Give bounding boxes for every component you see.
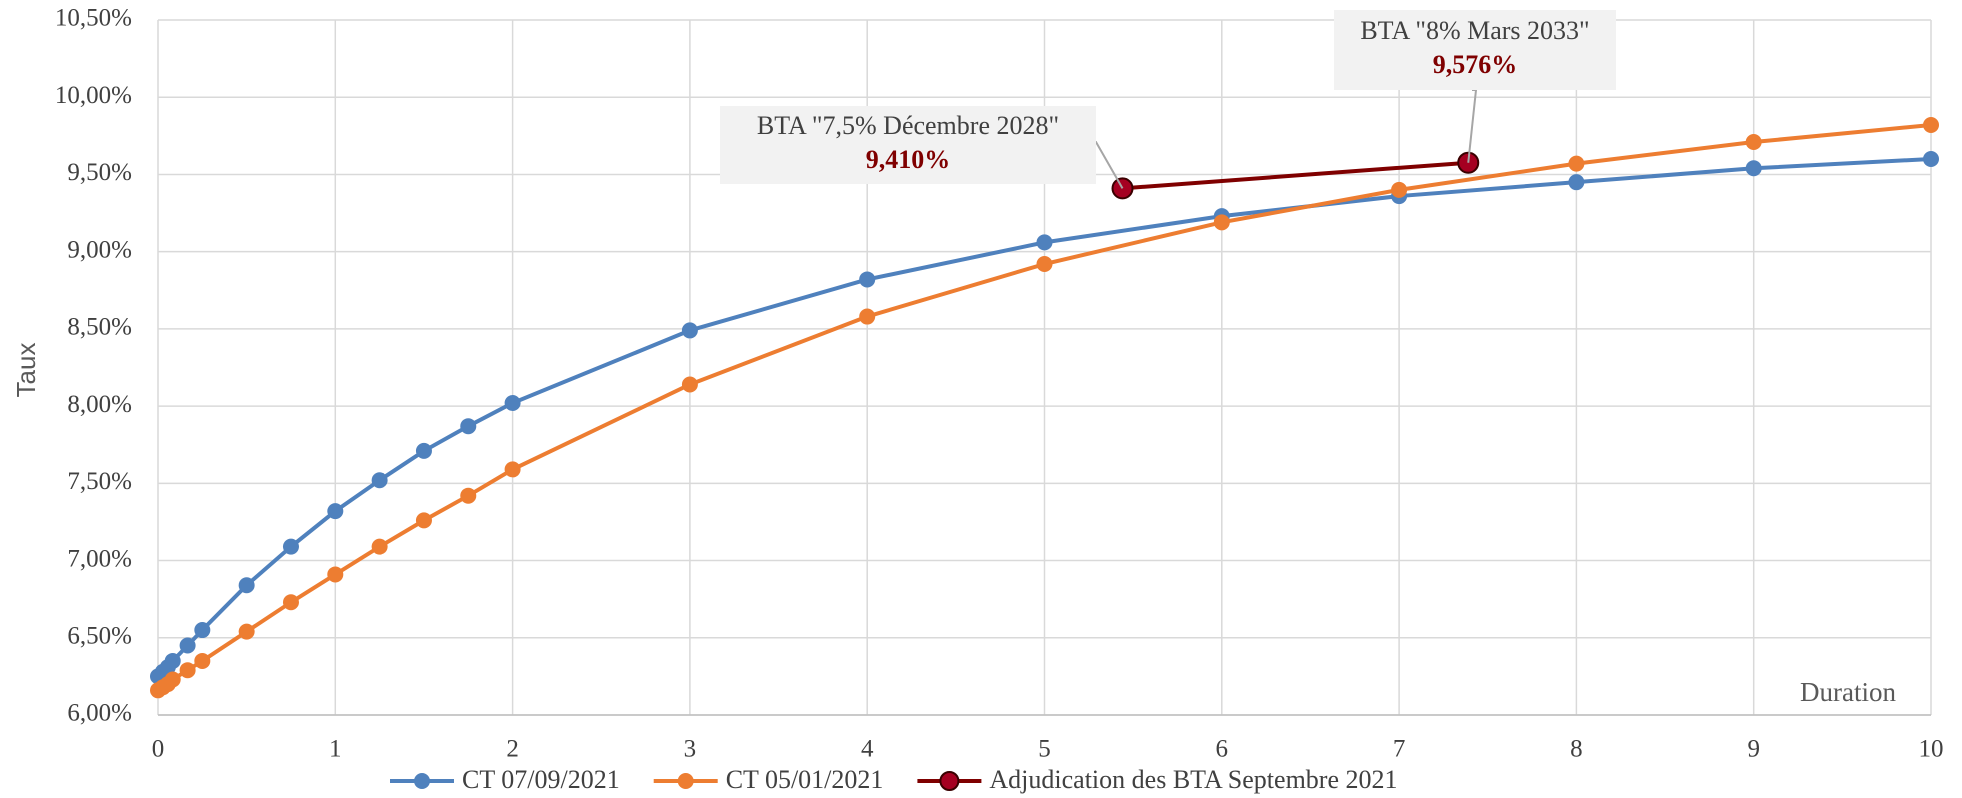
data-point <box>1923 117 1939 134</box>
data-point <box>859 308 876 325</box>
data-point <box>415 442 432 459</box>
callout-box <box>1334 10 1616 90</box>
y-tick-label: 10,50% <box>55 5 132 32</box>
data-point <box>282 594 299 611</box>
x-tick-label: 5 <box>1038 736 1051 763</box>
data-point <box>371 538 388 555</box>
y-tick-label: 7,00% <box>67 545 132 572</box>
data-label: 9,410% <box>866 145 951 174</box>
y-tick-label: 6,00% <box>67 700 132 727</box>
legend-item: CT 07/09/2021 <box>390 765 620 794</box>
data-point <box>1213 214 1230 231</box>
data-point <box>327 566 344 583</box>
data-point <box>504 461 521 478</box>
data-label: 9,576% <box>1433 50 1518 79</box>
data-point <box>681 376 698 393</box>
data-point <box>194 652 211 669</box>
data-point <box>179 662 196 679</box>
legend-label: CT 07/09/2021 <box>462 765 620 794</box>
x-tick-label: 6 <box>1216 736 1229 763</box>
y-tick-label: 6,50% <box>67 623 132 650</box>
x-tick-label: 8 <box>1570 736 1583 763</box>
callout-title: BTA "7,5% Décembre 2028" <box>757 111 1059 140</box>
data-point <box>371 472 388 489</box>
y-axis-label: Taux <box>11 343 41 398</box>
x-tick-label: 7 <box>1393 736 1406 763</box>
y-tick-label: 10,00% <box>55 82 132 109</box>
legend-label: Adjudication des BTA Septembre 2021 <box>989 765 1397 794</box>
x-axis-label: Duration <box>1800 677 1896 707</box>
data-point <box>238 577 255 594</box>
data-point <box>164 652 181 669</box>
data-point <box>460 487 477 504</box>
y-tick-label: 9,50% <box>67 159 132 186</box>
data-point <box>1745 160 1762 177</box>
data-point <box>1036 256 1053 273</box>
x-tick-label: 10 <box>1919 736 1944 763</box>
data-point <box>859 271 876 288</box>
data-point <box>504 395 521 412</box>
series-line <box>1122 160 1469 191</box>
x-tick-label: 1 <box>329 736 342 763</box>
x-tick-label: 4 <box>861 736 874 763</box>
y-tick-label: 8,00% <box>67 391 132 418</box>
data-point <box>1568 155 1585 172</box>
data-point <box>681 322 698 339</box>
data-point <box>164 671 181 688</box>
data-point <box>179 637 196 654</box>
data-point <box>194 622 211 639</box>
data-point <box>327 503 344 520</box>
data-point <box>1391 181 1408 198</box>
legend-marker <box>414 773 430 789</box>
x-tick-label: 0 <box>152 736 165 763</box>
data-point <box>1036 234 1053 251</box>
x-tick-label: 3 <box>684 736 697 763</box>
data-point <box>282 538 299 555</box>
data-point <box>1923 151 1939 167</box>
callout-leader <box>1467 89 1478 163</box>
data-point <box>1745 134 1762 151</box>
data-point <box>415 512 432 529</box>
y-tick-label: 7,50% <box>67 468 132 495</box>
legend-item: CT 05/01/2021 <box>653 765 884 794</box>
y-tick-label: 8,50% <box>67 314 132 341</box>
data-point <box>1568 174 1585 191</box>
callout-leader <box>1092 141 1124 189</box>
x-tick-label: 9 <box>1747 736 1760 763</box>
legend-marker <box>939 771 960 791</box>
data-point <box>238 623 255 640</box>
callout-title: BTA "8% Mars 2033" <box>1360 16 1589 45</box>
x-tick-label: 2 <box>506 736 519 763</box>
legend-label: CT 05/01/2021 <box>726 765 884 794</box>
y-tick-label: 9,00% <box>67 236 132 263</box>
callout-box <box>720 106 1096 184</box>
legend-marker <box>677 773 694 789</box>
data-point <box>460 418 477 435</box>
legend-item: Adjudication des BTA Septembre 2021 <box>917 765 1397 794</box>
